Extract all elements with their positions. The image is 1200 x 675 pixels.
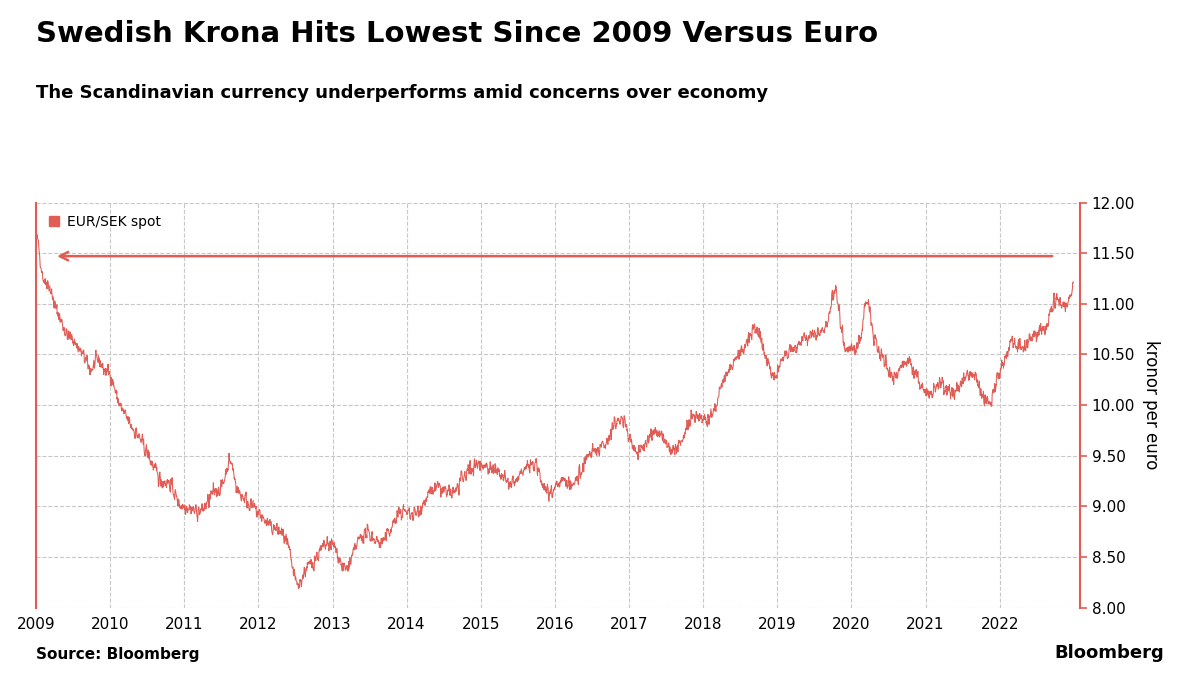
Text: The Scandinavian currency underperforms amid concerns over economy: The Scandinavian currency underperforms … xyxy=(36,84,768,103)
Text: Source: Bloomberg: Source: Bloomberg xyxy=(36,647,199,662)
Legend: EUR/SEK spot: EUR/SEK spot xyxy=(43,209,166,234)
Text: Swedish Krona Hits Lowest Since 2009 Versus Euro: Swedish Krona Hits Lowest Since 2009 Ver… xyxy=(36,20,878,48)
Y-axis label: kronor per euro: kronor per euro xyxy=(1142,340,1160,470)
Text: Bloomberg: Bloomberg xyxy=(1055,643,1164,662)
